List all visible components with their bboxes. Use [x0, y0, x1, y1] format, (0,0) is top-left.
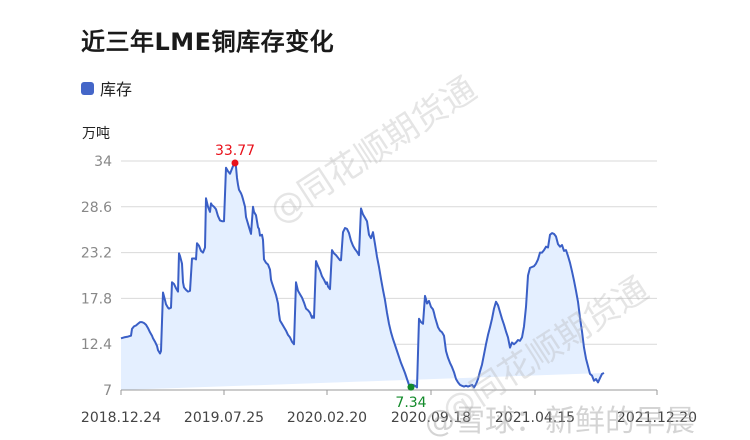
- extreme-markers: 33.77 7.34: [215, 143, 427, 411]
- legend-label: 库存: [100, 80, 133, 99]
- x-tick-label: 2021.12.20: [617, 410, 697, 426]
- legend-swatch-icon: [81, 81, 94, 95]
- inventory-area-fill: [121, 163, 604, 390]
- min-point-marker[interactable]: [407, 383, 415, 391]
- y-tick-label: 17.8: [81, 291, 112, 307]
- y-tick-label: 34: [94, 154, 112, 170]
- max-point-marker[interactable]: [231, 159, 239, 167]
- chart-title: 近三年LME铜库存变化: [81, 28, 335, 56]
- y-tick-label: 7: [103, 383, 112, 399]
- x-tick-label: 2020.02.20: [287, 410, 367, 426]
- y-tick-label: 28.6: [81, 200, 112, 216]
- min-value-label: 7.34: [395, 395, 426, 411]
- x-tick-label: 2021.04.15: [495, 410, 575, 426]
- x-tick-label: 2018.12.24: [81, 410, 161, 426]
- y-tick-label: 23.2: [81, 246, 112, 262]
- max-value-label: 33.77: [215, 143, 255, 159]
- x-tick-label: 2020.09.18: [391, 410, 471, 426]
- y-tick-label: 12.4: [81, 337, 112, 353]
- x-tick-label: 2019.07.25: [184, 410, 264, 426]
- y-axis-ticks: 34 28.6 23.2 17.8 12.4 7: [81, 154, 112, 399]
- legend-item-inventory[interactable]: 库存: [81, 76, 132, 100]
- inventory-line[interactable]: [120, 162, 605, 389]
- x-axis-ticks: 2018.12.24 2019.07.25 2020.02.20 2020.09.18…: [81, 390, 697, 426]
- y-axis-unit-label: 万吨: [82, 126, 110, 142]
